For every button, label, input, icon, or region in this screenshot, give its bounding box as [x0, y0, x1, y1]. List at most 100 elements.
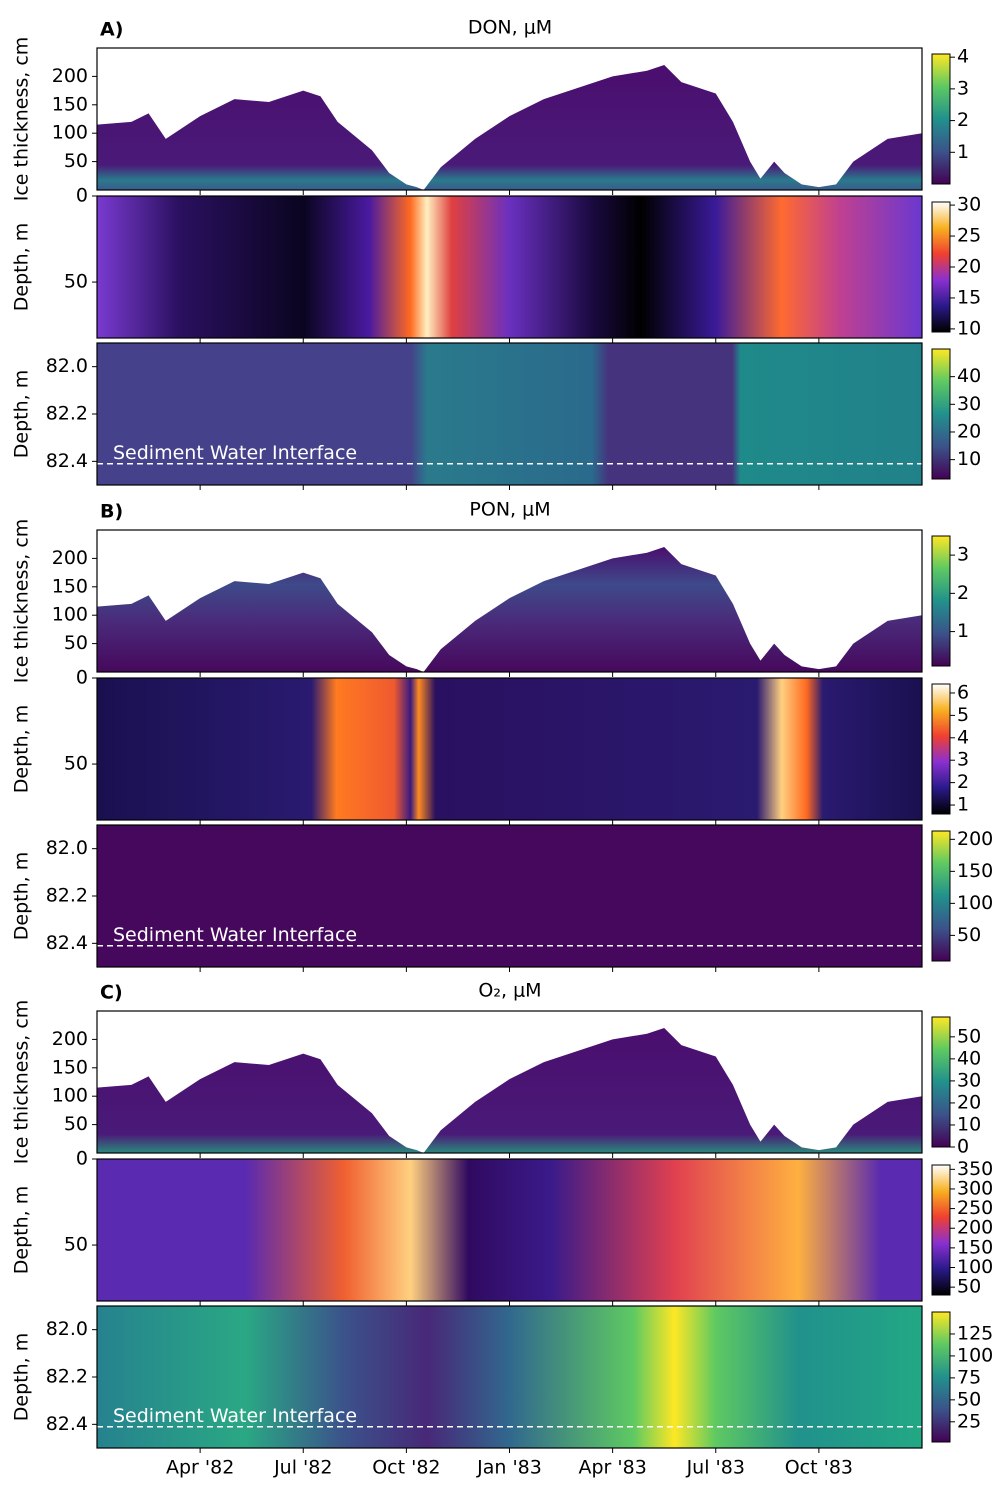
- colorbar-tick-label: 100: [957, 1344, 993, 1366]
- x-tick-label: Jul '82: [273, 1457, 332, 1479]
- colorbar-tick-label: 25: [957, 1410, 981, 1432]
- colorbar-tick-label: 40: [957, 1047, 981, 1069]
- heatmap: [97, 1306, 922, 1448]
- panel-title: O₂, μM: [478, 980, 541, 1002]
- colorbar: [931, 53, 951, 185]
- colorbar: [931, 348, 951, 480]
- y-tick-label: 150: [52, 1056, 88, 1078]
- colorbar-tick-label: 2: [957, 109, 969, 131]
- y-tick-label: 82.0: [46, 837, 88, 859]
- heatmap: [97, 678, 922, 820]
- y-label: Depth, m: [11, 1333, 33, 1421]
- heatmap: [97, 196, 922, 338]
- colorbar-tick-label: 300: [957, 1177, 993, 1199]
- y-tick-label: 82.4: [46, 450, 88, 472]
- colorbar-tick-label: 30: [957, 393, 981, 415]
- ice-thickness: [97, 547, 922, 672]
- y-tick-label: 50: [64, 150, 88, 172]
- y-tick-label: 200: [52, 547, 88, 569]
- ice-thickness: [97, 1028, 922, 1153]
- y-label: Depth, m: [11, 223, 33, 311]
- colorbar-tick-label: 1: [957, 794, 969, 816]
- colorbar-tick-label: 6: [957, 681, 969, 703]
- y-tick-label: 200: [52, 1028, 88, 1050]
- colorbar-tick-label: 50: [957, 1388, 981, 1410]
- colorbar-tick-label: 1: [957, 141, 969, 163]
- y-label: Depth, m: [11, 1186, 33, 1274]
- colorbar-tick-label: 3: [957, 544, 969, 566]
- y-tick-label: 150: [52, 575, 88, 597]
- annotation: Sediment Water Interface: [113, 924, 357, 946]
- y-tick-label: 200: [52, 65, 88, 87]
- colorbar-tick-label: 75: [957, 1366, 981, 1388]
- colorbar-tick-label: 15: [957, 286, 981, 308]
- y-label: Ice thickness, cm: [11, 519, 33, 684]
- y-tick-label: 50: [64, 1113, 88, 1135]
- colorbar-tick-label: 40: [957, 365, 981, 387]
- y-tick-label: 82.4: [46, 1413, 88, 1435]
- y-tick-label: 100: [52, 1085, 88, 1107]
- y-tick-label: 82.0: [46, 355, 88, 377]
- colorbar-tick-label: 50: [957, 1276, 981, 1298]
- colorbar-tick-label: 10: [957, 1113, 981, 1135]
- colorbar-tick-label: 50: [957, 924, 981, 946]
- y-tick-label: 50: [64, 632, 88, 654]
- colorbar-tick-label: 4: [957, 726, 969, 748]
- panel-label: A): [100, 19, 123, 41]
- colorbar-tick-label: 20: [957, 1091, 981, 1113]
- y-tick-label: 50: [64, 271, 88, 293]
- colorbar-tick-label: 1: [957, 620, 969, 642]
- y-label: Depth, m: [11, 852, 33, 940]
- y-tick-label: 82.2: [46, 1366, 88, 1388]
- annotation: Sediment Water Interface: [113, 442, 357, 464]
- colorbar-tick-label: 4: [957, 46, 969, 68]
- colorbar: [931, 683, 951, 815]
- colorbar-tick-label: 30: [957, 1069, 981, 1091]
- y-tick-label: 82.0: [46, 1318, 88, 1340]
- panel-label: C): [100, 982, 123, 1004]
- colorbar-tick-label: 250: [957, 1197, 993, 1219]
- y-tick-label: 100: [52, 122, 88, 144]
- ice-thickness: [97, 65, 922, 190]
- panel-title: DON, μM: [468, 17, 552, 39]
- x-tick-label: Jul '83: [686, 1457, 745, 1479]
- x-tick-label: Apr '82: [166, 1457, 234, 1479]
- y-tick-label: 82.2: [46, 885, 88, 907]
- colorbar: [931, 535, 951, 667]
- colorbar-tick-label: 200: [957, 828, 993, 850]
- colorbar-tick-label: 10: [957, 317, 981, 339]
- colorbar: [931, 1016, 951, 1148]
- panel-title: PON, μM: [469, 499, 550, 521]
- y-tick-label: 150: [52, 93, 88, 115]
- y-label: Depth, m: [11, 370, 33, 458]
- y-label: Ice thickness, cm: [11, 1000, 33, 1165]
- colorbar-tick-label: 0: [957, 1136, 969, 1158]
- colorbar-tick-label: 150: [957, 1236, 993, 1258]
- y-label: Ice thickness, cm: [11, 37, 33, 202]
- colorbar-tick-label: 100: [957, 892, 993, 914]
- heatmap: [97, 825, 922, 967]
- colorbar-tick-label: 3: [957, 749, 969, 771]
- y-tick-label: 50: [64, 753, 88, 775]
- colorbar-tick-label: 150: [957, 860, 993, 882]
- y-tick-label: 82.2: [46, 403, 88, 425]
- y-tick-label: 100: [52, 604, 88, 626]
- panel-label: B): [100, 501, 123, 523]
- colorbar-tick-label: 100: [957, 1256, 993, 1278]
- colorbar-tick-label: 125: [957, 1322, 993, 1344]
- y-tick-label: 0: [76, 185, 88, 207]
- x-tick-label: Oct '82: [372, 1457, 440, 1479]
- colorbar-tick-label: 30: [957, 194, 981, 216]
- y-tick-label: 0: [76, 667, 88, 689]
- colorbar-tick-label: 5: [957, 704, 969, 726]
- heatmap: [97, 1159, 922, 1301]
- x-tick-label: Jan '83: [476, 1457, 542, 1479]
- x-tick-label: Apr '83: [578, 1457, 646, 1479]
- colorbar: [931, 830, 951, 962]
- heatmap: [97, 343, 922, 485]
- colorbar-tick-label: 2: [957, 771, 969, 793]
- colorbar-tick-label: 3: [957, 77, 969, 99]
- y-tick-label: 50: [64, 1234, 88, 1256]
